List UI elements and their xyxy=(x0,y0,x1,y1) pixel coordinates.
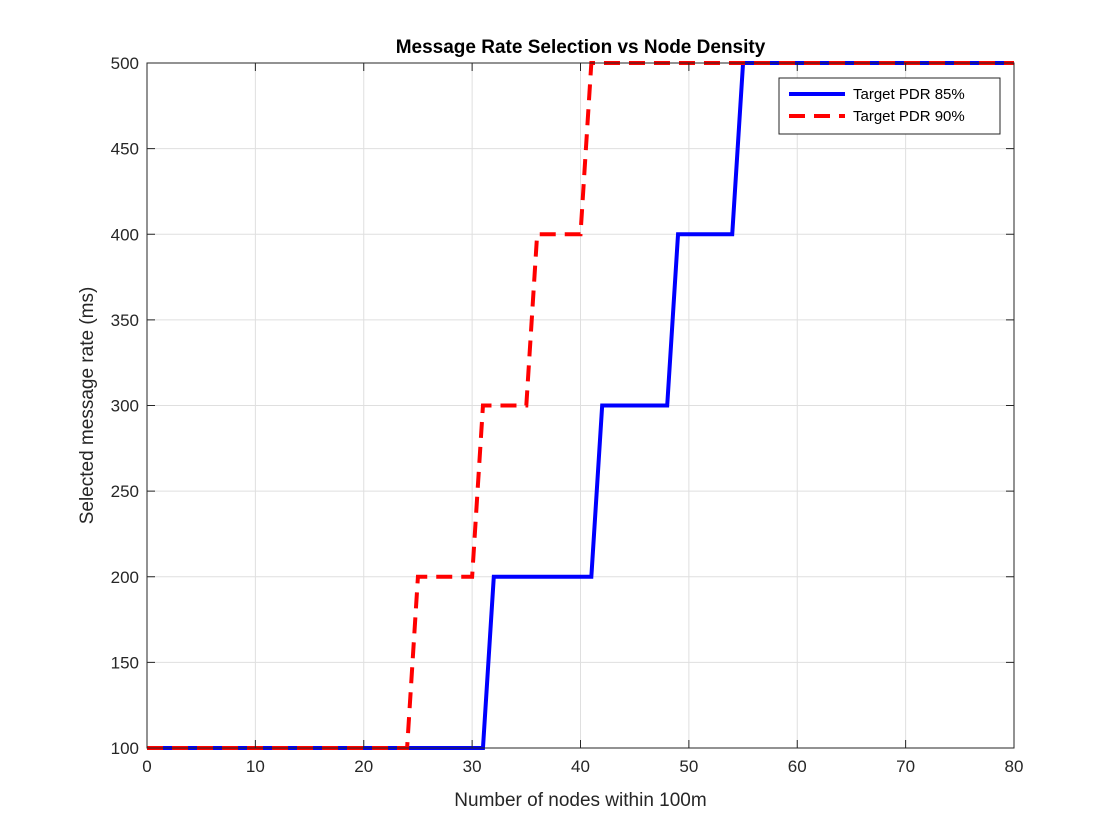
legend-box xyxy=(778,77,1001,135)
x-tick-label: 20 xyxy=(354,757,373,776)
y-axis-label: Selected message rate (ms) xyxy=(77,287,98,525)
y-tick-label: 200 xyxy=(111,568,139,587)
series-layer xyxy=(147,61,1014,750)
x-tick-label: 0 xyxy=(142,757,151,776)
series-line-pdr-90 xyxy=(147,61,1014,750)
y-tick-label: 350 xyxy=(111,311,139,330)
legend: Target PDR 85% Target PDR 90% xyxy=(778,77,1001,135)
ticks: 0 10 20 30 40 50 60 70 80 100 150 200 250 300 350 400 45… xyxy=(111,54,1024,776)
chart-title: Message Rate Selection vs Node Density xyxy=(396,37,766,58)
y-tick-label: 250 xyxy=(111,482,139,501)
y-tick-label: 100 xyxy=(111,739,139,758)
x-tick-label: 40 xyxy=(571,757,590,776)
y-tick-label: 500 xyxy=(111,54,139,73)
x-tick-label: 50 xyxy=(679,757,698,776)
x-tick-label: 80 xyxy=(1005,757,1024,776)
y-tick-label: 300 xyxy=(111,397,139,416)
legend-label-pdr-85: Target PDR 85% xyxy=(853,86,965,103)
x-axis-label: Number of nodes within 100m xyxy=(454,790,706,811)
x-tick-label: 30 xyxy=(463,757,482,776)
y-tick-label: 450 xyxy=(111,140,139,159)
x-tick-label: 10 xyxy=(246,757,265,776)
y-tick-label: 150 xyxy=(111,653,139,672)
legend-label-pdr-90: Target PDR 90% xyxy=(853,108,965,125)
series-line-pdr-85 xyxy=(147,61,1014,750)
x-tick-label: 70 xyxy=(896,757,915,776)
y-tick-label: 400 xyxy=(111,225,139,244)
x-tick-label: 60 xyxy=(788,757,807,776)
